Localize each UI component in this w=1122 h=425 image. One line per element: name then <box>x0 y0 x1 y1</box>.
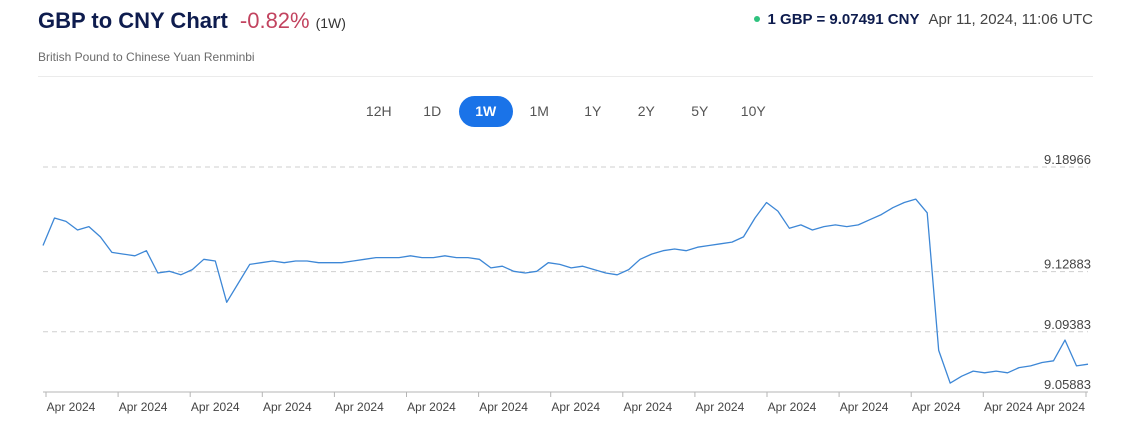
y-tick-label: 9.18966 <box>1044 152 1091 167</box>
tab-5y[interactable]: 5Y <box>691 103 709 119</box>
tab-1w[interactable]: 1W <box>459 96 513 127</box>
x-tick-label: Apr 2024 <box>119 400 168 414</box>
series-line <box>42 198 1089 384</box>
x-tick-label: Apr 2024 <box>479 400 528 414</box>
x-tick-label: Apr 2024 <box>840 400 889 414</box>
header-divider <box>38 76 1093 77</box>
x-tick-label: Apr 2024 <box>696 400 745 414</box>
percent-change: -0.82% <box>239 8 310 33</box>
x-tick-label: Apr 2024 <box>768 400 817 414</box>
y-tick-label: 9.05883 <box>1044 377 1091 392</box>
tab-1m[interactable]: 1M <box>529 103 549 119</box>
page-title: GBP to CNY Chart <box>38 8 228 33</box>
x-tick-label: Apr 2024 <box>407 400 456 414</box>
x-tick-label: Apr 2024 <box>623 400 672 414</box>
x-tick-label: Apr 2024 <box>263 400 312 414</box>
tab-10y[interactable]: 10Y <box>740 103 766 119</box>
x-tick-label: Apr 2024 <box>47 400 96 414</box>
tab-2y[interactable]: 2Y <box>637 103 655 119</box>
tab-12h[interactable]: 12H <box>365 103 392 119</box>
x-tick-label: Apr 2024 <box>551 400 600 414</box>
range-tabs: 12H 1D 1W 1M 1Y 2Y 5Y 10Y <box>352 96 780 127</box>
x-tick-label: Apr 2024 <box>984 400 1033 414</box>
live-rate: 1 GBP = 9.07491 CNY Apr 11, 2024, 11:06 … <box>753 11 1093 28</box>
x-tick-label: Apr 2024 <box>191 400 240 414</box>
period-label: (1W) <box>315 15 346 31</box>
page-subtitle: British Pound to Chinese Yuan Renminbi <box>38 50 255 64</box>
tab-1d[interactable]: 1D <box>423 103 442 119</box>
x-tick-label: Apr 2024 <box>912 400 961 414</box>
rate-timestamp: Apr 11, 2024, 11:06 UTC <box>928 11 1093 28</box>
y-tick-label: 9.09383 <box>1044 317 1091 332</box>
y-tick-label: 9.12883 <box>1044 257 1091 272</box>
title-row: GBP to CNY Chart -0.82% (1W) <box>38 8 346 34</box>
rate-value: 1 GBP = 9.07491 CNY <box>767 11 920 28</box>
x-tick-label: Apr 2024 <box>1036 400 1085 414</box>
tab-1y[interactable]: 1Y <box>584 103 602 119</box>
x-tick-label: Apr 2024 <box>335 400 384 414</box>
live-dot-icon <box>753 16 760 22</box>
